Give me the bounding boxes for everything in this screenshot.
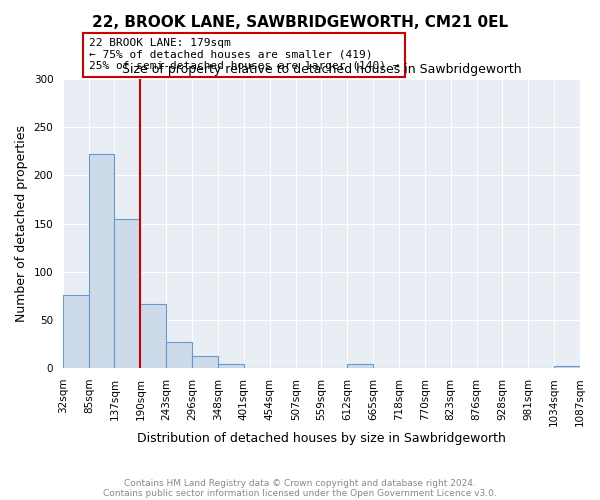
- Bar: [218, 364, 244, 368]
- Bar: [193, 356, 218, 368]
- Text: Contains HM Land Registry data © Crown copyright and database right 2024.: Contains HM Land Registry data © Crown c…: [124, 478, 476, 488]
- Text: 22 BROOK LANE: 179sqm
← 75% of detached houses are smaller (419)
25% of semi-det: 22 BROOK LANE: 179sqm ← 75% of detached …: [89, 38, 400, 72]
- Bar: [115, 218, 140, 368]
- Bar: [166, 342, 193, 368]
- X-axis label: Distribution of detached houses by size in Sawbridgeworth: Distribution of detached houses by size …: [137, 432, 506, 445]
- Text: Contains public sector information licensed under the Open Government Licence v3: Contains public sector information licen…: [103, 488, 497, 498]
- Bar: [140, 304, 166, 368]
- Text: 22, BROOK LANE, SAWBRIDGEWORTH, CM21 0EL: 22, BROOK LANE, SAWBRIDGEWORTH, CM21 0EL: [92, 15, 508, 30]
- Bar: [89, 154, 115, 368]
- Bar: [347, 364, 373, 368]
- Bar: [63, 295, 89, 368]
- Title: Size of property relative to detached houses in Sawbridgeworth: Size of property relative to detached ho…: [122, 64, 521, 76]
- Bar: [554, 366, 580, 368]
- Y-axis label: Number of detached properties: Number of detached properties: [15, 125, 28, 322]
